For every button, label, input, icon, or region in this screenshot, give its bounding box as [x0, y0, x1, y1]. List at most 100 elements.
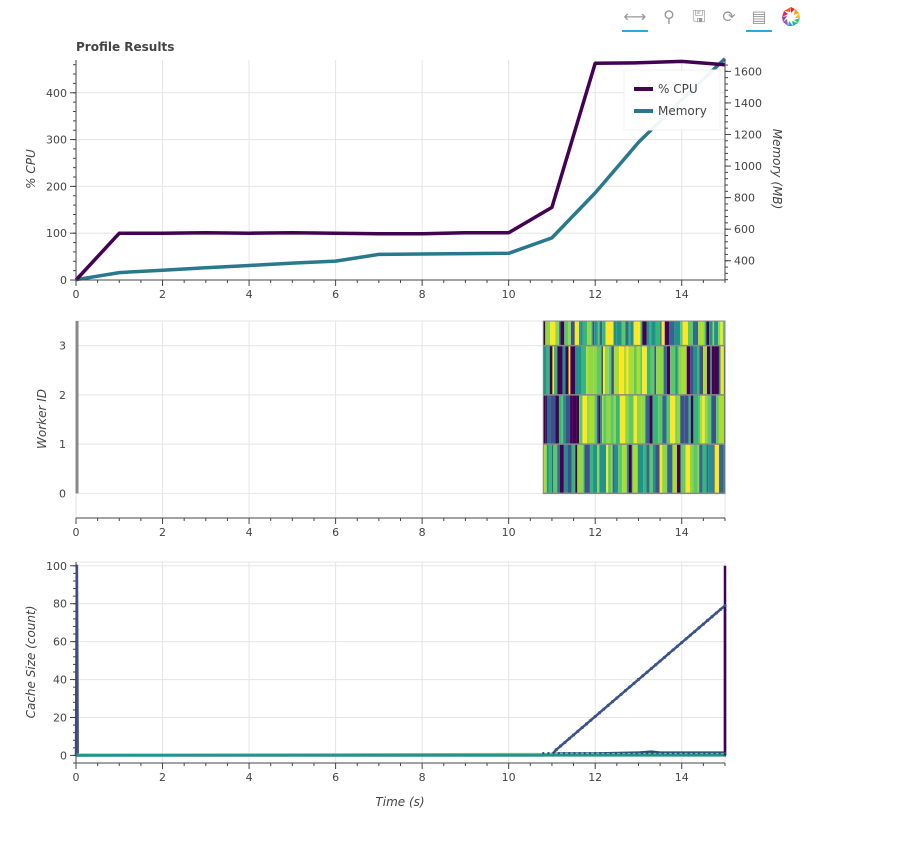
task-block	[676, 444, 681, 494]
pan-tool-button[interactable]: ⟷	[622, 6, 648, 32]
y-tick-label: 60	[53, 636, 67, 649]
task-block	[545, 321, 551, 346]
cpu-series-line	[74, 59, 726, 282]
cache-point	[697, 626, 701, 630]
task-block	[568, 345, 571, 395]
task-block	[646, 321, 650, 346]
cache-point	[604, 751, 607, 755]
cache-point	[552, 751, 555, 755]
task-block	[714, 444, 720, 494]
task-block	[583, 394, 588, 445]
task-block	[707, 394, 712, 445]
bokeh-logo-icon[interactable]	[780, 6, 802, 28]
cache-point	[719, 607, 723, 611]
task-block	[710, 345, 712, 395]
hover-icon: ▤	[751, 7, 767, 26]
x-tick-label: 8	[419, 526, 426, 539]
task-block	[723, 345, 725, 395]
task-block	[630, 321, 634, 346]
task-block	[557, 444, 560, 494]
task-block	[697, 444, 700, 494]
cache-point	[589, 718, 593, 722]
task-block	[564, 321, 569, 346]
task-block	[619, 345, 624, 395]
legend-cpu-label: % CPU	[658, 82, 698, 96]
task-block	[636, 394, 642, 445]
x-tick-label: 8	[419, 288, 426, 301]
task-block	[693, 345, 698, 395]
task-block	[718, 394, 725, 445]
task-block	[625, 321, 629, 346]
reset-tool-button[interactable]: ⟳	[716, 6, 742, 30]
task-block	[628, 345, 634, 395]
task-block	[714, 345, 719, 395]
x-tick-label: 4	[246, 526, 253, 539]
cache-axes: 0 2 4 6 8 10 12 14 0 20 40 60 80 100	[46, 560, 726, 784]
y-tick-label: 3	[59, 340, 66, 353]
task-block	[546, 444, 549, 494]
chart-title: Profile Results	[76, 40, 174, 54]
task-block	[575, 444, 578, 494]
task-block	[553, 444, 558, 494]
task-block	[633, 321, 639, 346]
task-block	[659, 345, 664, 395]
task-block	[549, 345, 553, 395]
task-block	[638, 321, 641, 346]
plot-toolbar: ⟷ ⚲ 🖫 ⟳ ▤	[618, 2, 808, 32]
wheel-zoom-tool-button[interactable]: ⚲	[656, 6, 682, 30]
task-block	[716, 394, 719, 445]
y-tick-label: 200	[46, 180, 67, 193]
hover-tool-button[interactable]: ▤	[746, 6, 772, 32]
cache-point	[675, 644, 680, 648]
cache-point	[610, 700, 615, 704]
task-block	[670, 345, 676, 395]
task-block	[690, 394, 694, 445]
cache-point	[682, 751, 685, 755]
cache-point	[662, 655, 667, 659]
y-tick-label: 0	[60, 274, 67, 287]
task-block	[543, 321, 546, 346]
cache-point	[635, 751, 638, 755]
task-block	[568, 321, 571, 346]
task-block	[692, 444, 694, 494]
task-block	[680, 394, 685, 445]
x-tick-label: 6	[332, 526, 339, 539]
task-block	[699, 345, 704, 395]
y-tick-label: 0	[60, 749, 67, 762]
cache-point	[708, 751, 711, 755]
task-block	[651, 321, 656, 346]
task-block	[570, 345, 576, 395]
task-block	[608, 444, 611, 494]
save-tool-button[interactable]: 🖫	[686, 6, 712, 30]
task-block	[594, 394, 597, 445]
task-block	[679, 345, 682, 395]
task-block	[543, 345, 547, 395]
x-tick-label: 6	[332, 288, 339, 301]
task-block	[669, 321, 675, 346]
task-block	[711, 345, 715, 395]
cache-point	[562, 751, 566, 755]
task-block	[695, 321, 699, 346]
save-icon: 🖫	[692, 7, 706, 26]
task-block	[680, 444, 684, 494]
cache-point	[680, 640, 684, 645]
cache-point	[567, 737, 571, 741]
cache-point	[636, 677, 641, 682]
task-block	[641, 394, 646, 445]
task-block	[664, 321, 670, 346]
cache-point	[645, 670, 649, 674]
task-block	[555, 321, 559, 346]
task-block	[572, 394, 577, 445]
task-block	[633, 345, 637, 395]
cache-point	[571, 733, 576, 737]
cache-point	[602, 707, 606, 711]
time-axis-label: Time (s)	[375, 795, 424, 809]
task-block	[628, 321, 631, 346]
task-block	[662, 444, 668, 494]
task-block	[637, 444, 644, 494]
cache-point	[697, 751, 701, 755]
task-block	[680, 321, 683, 346]
